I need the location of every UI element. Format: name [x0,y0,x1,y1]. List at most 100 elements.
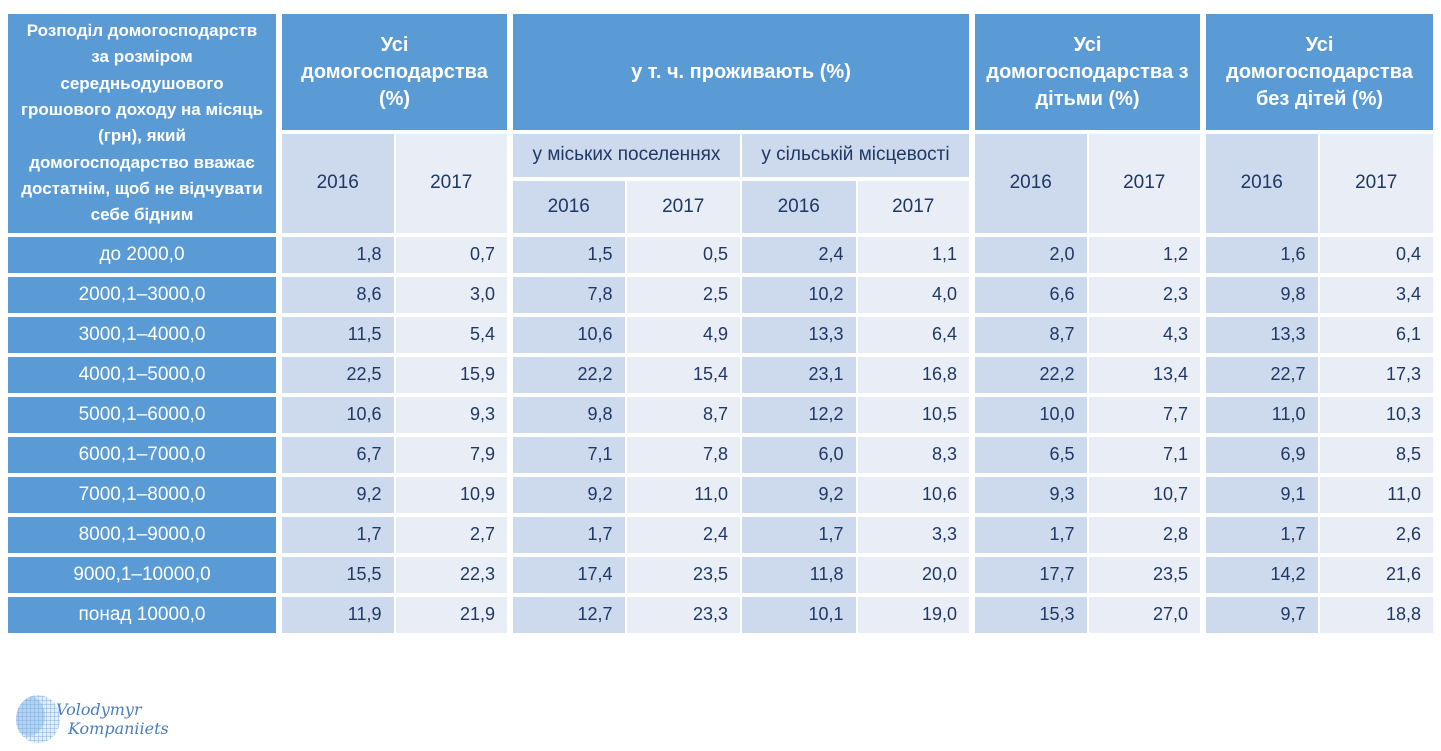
data-cell: 11,9 [276,592,396,637]
table-row: до 2000,0 1,8 0,7 1,5 0,5 2,4 1,1 2,0 1,2 1,6 0,4 [6,232,1435,277]
data-cell: 2,5 [624,272,742,317]
data-cell: 1,8 [276,232,396,277]
data-cell: 16,8 [855,352,973,397]
table-row: понад 10000,0 11,9 21,9 12,7 23,3 10,1 19,0 15,… [6,592,1435,637]
table-row: 4000,1–5000,0 22,5 15,9 22,2 15,4 23,1 16,8 22,… [6,352,1435,397]
data-cell: 8,3 [855,432,973,477]
row-label: 8000,1–9000,0 [6,512,280,557]
group-header-with-children: Усі домогосподарства з дітьми (%) [969,10,1204,134]
year-header-2016: 2016 [740,176,858,237]
data-cell: 8,7 [624,392,742,437]
subgroup-header-urban: у міських поселеннях [507,130,742,181]
data-cell: 1,7 [276,512,396,557]
data-cell: 1,7 [507,512,627,557]
data-cell: 10,1 [740,592,858,637]
data-cell: 3,4 [1317,272,1435,317]
data-cell: 9,3 [969,472,1089,517]
data-cell: 1,2 [1086,232,1204,277]
year-header-2017: 2017 [624,176,742,237]
data-cell: 2,6 [1317,512,1435,557]
year-header-2016: 2016 [1200,130,1320,237]
data-cell: 8,6 [276,272,396,317]
data-cell: 22,7 [1200,352,1320,397]
data-cell: 6,7 [276,432,396,477]
data-cell: 4,9 [624,312,742,357]
watermark-name-line1: Volodymyr [56,700,142,719]
data-cell: 9,1 [1200,472,1320,517]
table-row: 8000,1–9000,0 1,7 2,7 1,7 2,4 1,7 3,3 1,7 2,8 1,7… [6,512,1435,557]
data-cell: 10,6 [855,472,973,517]
data-cell: 10,7 [1086,472,1204,517]
data-cell: 23,5 [624,552,742,597]
data-cell: 0,5 [624,232,742,277]
data-cell: 3,0 [393,272,511,317]
income-distribution-table: Розподіл домогосподарств за розміром сер… [6,10,1435,637]
data-cell: 7,1 [507,432,627,477]
data-cell: 23,1 [740,352,858,397]
data-cell: 21,9 [393,592,511,637]
data-cell: 10,3 [1317,392,1435,437]
data-cell: 6,9 [1200,432,1320,477]
header-row-groups: Розподіл домогосподарств за розміром сер… [6,10,1435,237]
data-cell: 4,0 [855,272,973,317]
data-cell: 20,0 [855,552,973,597]
data-cell: 14,2 [1200,552,1320,597]
data-cell: 0,7 [393,232,511,277]
data-cell: 6,5 [969,432,1089,477]
data-cell: 21,6 [1317,552,1435,597]
watermark-logo: Volodymyr Kompaniiets [14,692,169,746]
data-cell: 13,4 [1086,352,1204,397]
data-cell: 7,8 [507,272,627,317]
year-header-2016: 2016 [969,130,1089,237]
data-cell: 15,9 [393,352,511,397]
header-row-subgroups: 2016 2017 у міських поселеннях у сільськ… [7,130,1435,237]
data-cell: 2,4 [624,512,742,557]
data-cell: 10,0 [969,392,1089,437]
data-cell: 2,8 [1086,512,1204,557]
data-cell: 22,5 [276,352,396,397]
row-label: 3000,1–4000,0 [6,312,280,357]
data-cell: 9,7 [1200,592,1320,637]
data-cell: 27,0 [1086,592,1204,637]
year-header-2017: 2017 [1317,130,1435,237]
row-label: 6000,1–7000,0 [6,432,280,477]
data-cell: 8,7 [969,312,1089,357]
year-header-2017: 2017 [855,176,973,237]
row-label: до 2000,0 [6,232,280,277]
data-cell: 2,4 [740,232,858,277]
header-row-years: 2016 2017 2016 2017 [7,176,1434,237]
data-cell: 5,4 [393,312,511,357]
data-cell: 6,4 [855,312,973,357]
data-cell: 17,7 [969,552,1089,597]
globe-grid-icon [16,695,60,743]
data-cell: 7,9 [393,432,511,477]
data-cell: 0,4 [1317,232,1435,277]
data-cell: 9,3 [393,392,511,437]
table-row: 2000,1–3000,0 8,6 3,0 7,8 2,5 10,2 4,0 6,6 2,3 9,… [6,272,1435,317]
data-cell: 15,5 [276,552,396,597]
corner-header: Розподіл домогосподарств за розміром сер… [6,10,280,237]
watermark-text: Volodymyr Kompaniiets [56,700,169,738]
data-cell: 9,2 [507,472,627,517]
data-cell: 9,2 [276,472,396,517]
data-cell: 19,0 [855,592,973,637]
data-cell: 10,6 [276,392,396,437]
data-cell: 6,6 [969,272,1089,317]
data-cell: 13,3 [1200,312,1320,357]
group-header-without-children: Усі домогосподарства без дітей (%) [1200,10,1435,134]
data-cell: 9,8 [507,392,627,437]
row-label: 5000,1–6000,0 [6,392,280,437]
data-cell: 12,7 [507,592,627,637]
data-cell: 1,7 [1200,512,1320,557]
data-cell: 7,1 [1086,432,1204,477]
data-cell: 15,3 [969,592,1089,637]
table-row: 5000,1–6000,0 10,6 9,3 9,8 8,7 12,2 10,5 10,0 7,… [6,392,1435,437]
year-header-2016: 2016 [507,176,627,237]
data-cell: 3,3 [855,512,973,557]
data-cell: 1,1 [855,232,973,277]
data-cell: 12,2 [740,392,858,437]
data-cell: 11,8 [740,552,858,597]
year-header-2017: 2017 [393,130,511,237]
row-label: 7000,1–8000,0 [6,472,280,517]
data-cell: 6,0 [740,432,858,477]
